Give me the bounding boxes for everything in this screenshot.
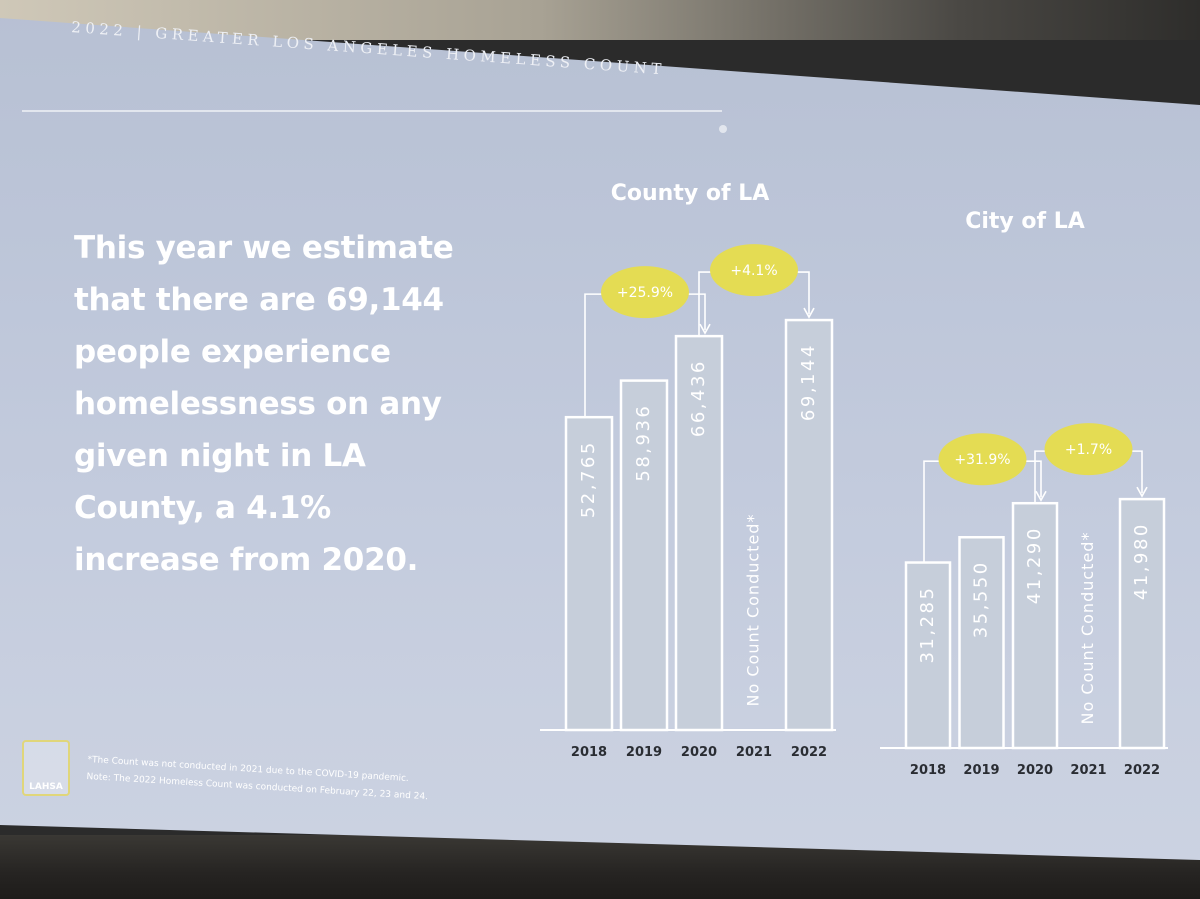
bar-2019 [619,379,669,732]
year-label-2019: 2019 [626,745,662,760]
bar-value-label-2019: 58,936 [633,404,654,482]
bar-2019 [958,535,1005,750]
header-divider-dot [719,125,727,133]
bar-value-label-2022: 41,980 [1131,522,1152,600]
change-badge-label-1: +31.9% [954,452,1010,468]
change-badge-label-1: +25.9% [617,285,673,301]
change-badge-1 [601,266,689,319]
year-label-2021: 2021 [736,745,772,760]
logo-text: LAHSA [29,782,63,792]
bar-value-label-2020: 66,436 [688,359,709,437]
year-label-2021: 2021 [1070,763,1106,778]
year-label-2018: 2018 [910,763,946,778]
change-badge-label-2: +4.1% [730,263,777,279]
bar-2022 [784,318,834,732]
header-divider [22,110,722,112]
year-label-2018: 2018 [571,745,607,760]
lahsa-logo: LAHSA [22,740,70,796]
bar-value-label-2018: 52,765 [578,440,599,518]
year-label-2019: 2019 [963,763,999,778]
change-badge-label-2: +1.7% [1065,442,1112,458]
no-count-label: No Count Conducted* [744,514,763,707]
year-label-2022: 2022 [791,745,827,760]
headline-text: This year we estimate that there are 69,… [74,230,454,578]
bar-value-label-2019: 35,550 [971,560,992,638]
chart-title-1: County of LA [611,181,770,206]
bar-value-label-2018: 31,285 [917,586,938,664]
change-arrowhead-1 [1035,490,1047,502]
chart-title-2: City of LA [965,209,1085,234]
year-label-2020: 2020 [1017,763,1053,778]
change-arrowhead-2 [803,307,815,319]
bar-2018 [564,415,614,732]
no-count-label: No Count Conducted* [1078,532,1097,725]
change-badge-2 [710,244,798,297]
bar-2020 [674,334,724,732]
bar-2022 [1118,497,1166,750]
bar-2018 [904,561,952,750]
change-badge-2 [1044,423,1133,476]
change-arrowhead-2 [1136,486,1148,498]
bar-value-label-2022: 69,144 [798,343,819,421]
bar-value-label-2020: 41,290 [1024,526,1045,604]
year-label-2022: 2022 [1124,763,1160,778]
change-badge-1 [938,433,1027,486]
year-label-2020: 2020 [681,745,717,760]
change-arrowhead-1 [699,323,711,335]
